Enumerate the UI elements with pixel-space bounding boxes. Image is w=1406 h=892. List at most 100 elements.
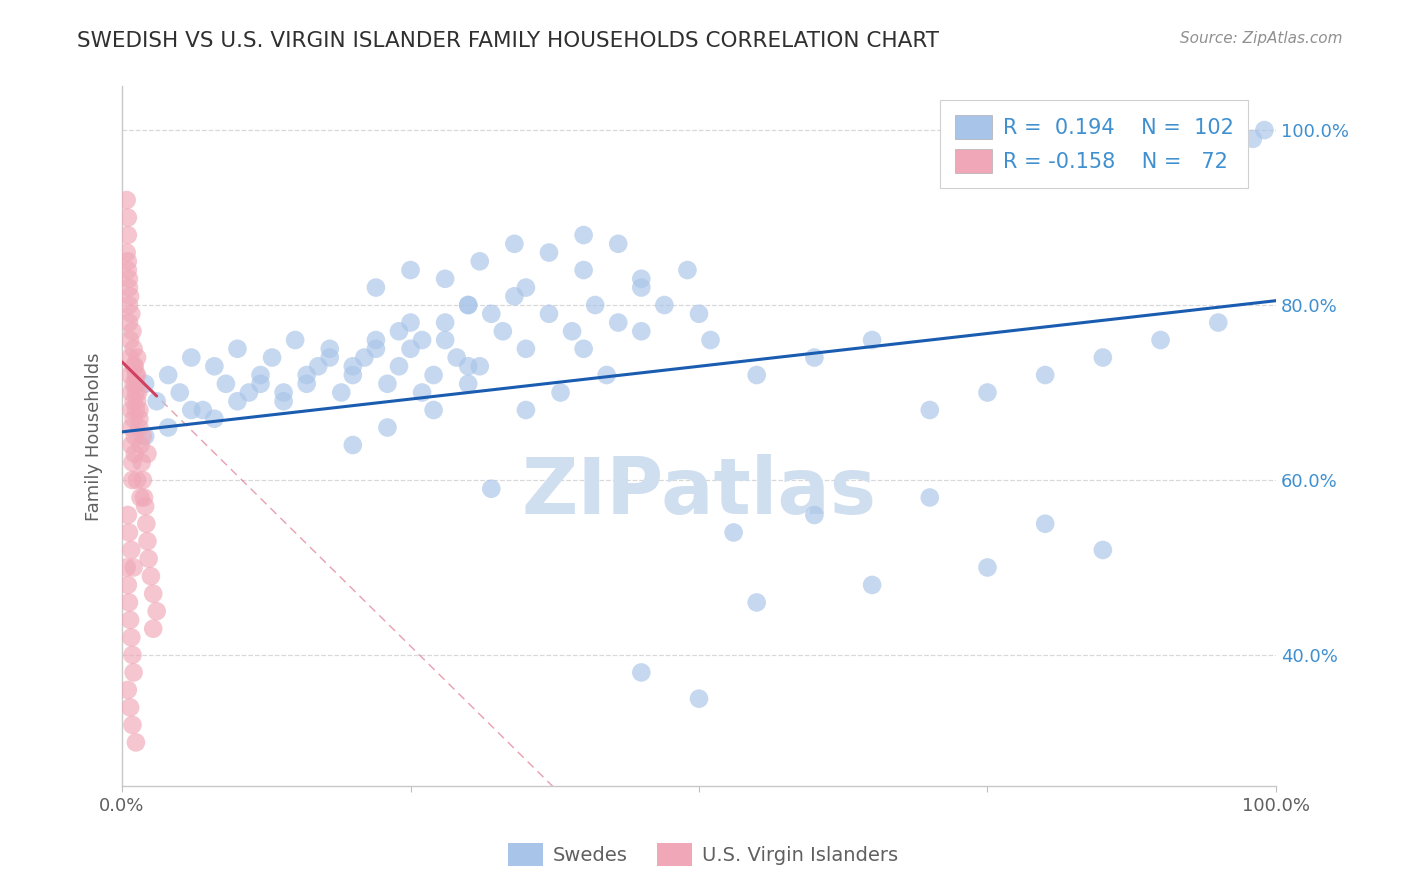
Point (120, 289, 142, 303)
Point (122, 359, 145, 374)
Point (860, 578, 883, 592)
Point (125, 385, 148, 400)
Point (468, 254, 491, 268)
Point (122, 665, 145, 680)
Point (120, 543, 142, 558)
Point (860, 333, 883, 347)
Point (479, 482, 502, 496)
Point (131, 455, 153, 469)
Point (1091, 351, 1114, 365)
Point (117, 508, 139, 522)
Point (145, 394, 167, 409)
Point (127, 385, 149, 400)
Point (422, 403, 444, 417)
Point (468, 359, 491, 374)
Point (138, 551, 160, 566)
Point (457, 359, 479, 374)
Text: Source: ZipAtlas.com: Source: ZipAtlas.com (1180, 31, 1343, 46)
Point (572, 228, 595, 243)
Point (120, 631, 142, 645)
Point (411, 333, 433, 347)
Point (411, 385, 433, 400)
Point (132, 429, 155, 443)
Point (117, 682, 139, 697)
Point (238, 385, 260, 400)
Point (723, 525, 745, 540)
Point (136, 534, 159, 549)
Point (125, 368, 148, 382)
Point (121, 324, 143, 338)
Point (129, 491, 152, 505)
Point (457, 298, 479, 312)
Point (1253, 123, 1275, 137)
Point (699, 333, 721, 347)
Point (399, 263, 422, 277)
Point (169, 385, 191, 400)
Point (121, 648, 143, 662)
Point (388, 359, 411, 374)
Point (134, 500, 156, 514)
Point (120, 700, 142, 714)
Point (226, 342, 249, 356)
Point (1241, 132, 1264, 146)
Point (284, 333, 307, 347)
Point (607, 316, 630, 330)
Point (121, 473, 143, 487)
Point (135, 516, 157, 531)
Point (654, 298, 676, 312)
Point (630, 324, 652, 338)
Point (125, 368, 148, 382)
Point (596, 368, 619, 382)
Point (307, 359, 329, 374)
Point (803, 508, 825, 522)
Point (572, 342, 595, 356)
Point (120, 613, 142, 627)
Point (319, 351, 342, 365)
Point (688, 307, 710, 321)
Point (122, 342, 145, 356)
Point (630, 280, 652, 294)
Point (117, 254, 139, 268)
Point (446, 351, 468, 365)
Point (422, 368, 444, 382)
Point (121, 718, 143, 732)
Point (136, 447, 159, 461)
Point (157, 368, 180, 382)
Point (128, 403, 150, 417)
Point (342, 359, 364, 374)
Point (537, 307, 560, 321)
Point (273, 385, 295, 400)
Point (180, 351, 202, 365)
Point (319, 342, 342, 356)
Point (630, 665, 652, 680)
Point (976, 385, 998, 400)
Point (515, 342, 537, 356)
Point (134, 376, 156, 391)
Point (273, 394, 295, 409)
Point (537, 245, 560, 260)
Point (120, 368, 142, 382)
Point (128, 411, 150, 425)
Point (1091, 543, 1114, 558)
Point (342, 438, 364, 452)
Point (330, 385, 353, 400)
Point (503, 236, 526, 251)
Point (364, 280, 387, 294)
Point (129, 438, 152, 452)
Point (132, 491, 155, 505)
Point (120, 403, 142, 417)
Point (561, 324, 583, 338)
Point (249, 376, 271, 391)
Point (583, 298, 606, 312)
Point (124, 447, 146, 461)
Point (117, 228, 139, 243)
Point (676, 263, 699, 277)
Point (132, 473, 155, 487)
Point (120, 420, 142, 434)
Point (202, 359, 225, 374)
Point (295, 368, 318, 382)
Point (492, 324, 515, 338)
Point (479, 307, 502, 321)
Point (215, 376, 238, 391)
Point (249, 368, 271, 382)
